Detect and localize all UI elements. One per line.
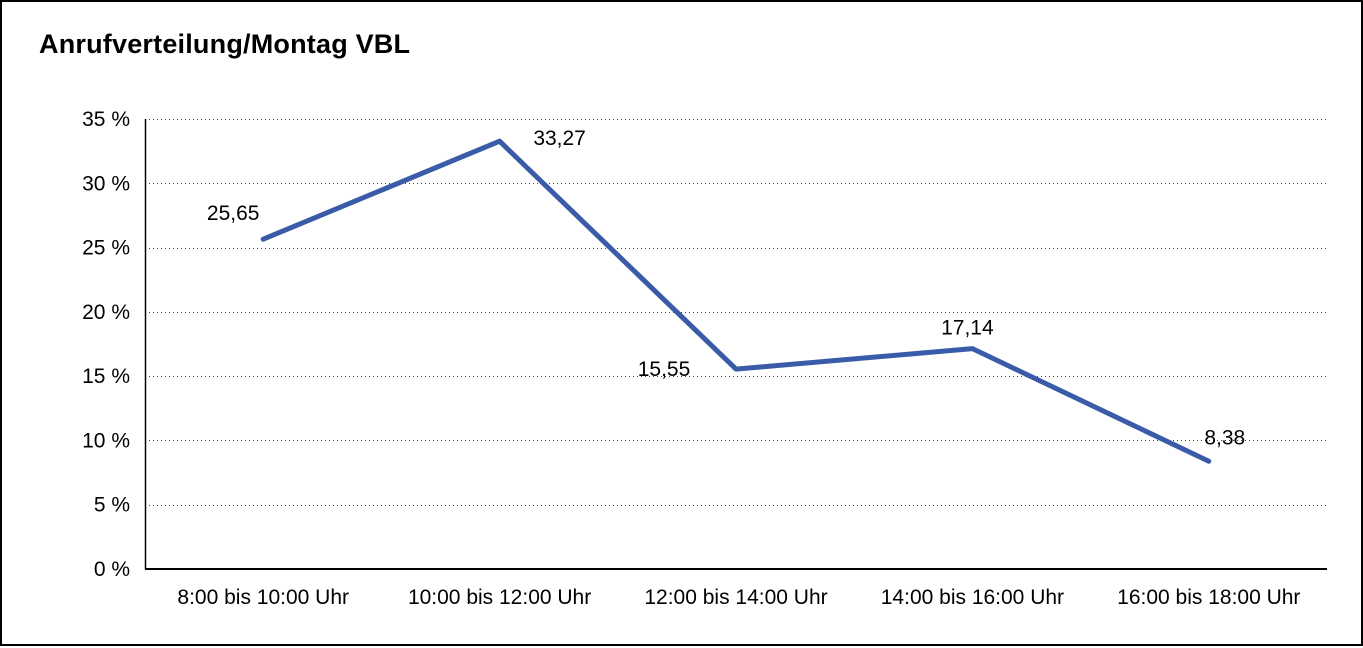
chart-title: Anrufverteilung/Montag VBL <box>39 29 411 59</box>
y-axis-tick-label: 35 % <box>82 108 130 131</box>
x-axis-tick-label: 8:00 bis 10:00 Uhr <box>177 586 349 609</box>
y-axis-tick-label: 25 % <box>82 237 130 260</box>
x-axis-tick-label: 14:00 bis 16:00 Uhr <box>881 586 1064 609</box>
y-axis-tick-label: 20 % <box>82 301 130 324</box>
y-axis-tick-label: 5 % <box>94 494 130 517</box>
data-point-label: 17,14 <box>941 317 994 340</box>
x-axis-tick-label: 16:00 bis 18:00 Uhr <box>1117 586 1300 609</box>
data-point-label: 8,38 <box>1204 426 1245 449</box>
y-axis-tick-label: 10 % <box>82 429 130 452</box>
series-line <box>260 138 1212 464</box>
x-axis-tick-label: 12:00 bis 14:00 Uhr <box>644 586 827 609</box>
y-axis-tick-label: 30 % <box>82 172 130 195</box>
data-point-label: 25,65 <box>207 202 260 225</box>
x-axis-tick-label: 10:00 bis 12:00 Uhr <box>408 586 591 609</box>
data-point-label: 15,55 <box>638 358 691 381</box>
y-axis-tick-label: 0 % <box>94 558 130 581</box>
y-axis-tick-label: 15 % <box>82 365 130 388</box>
data-point-label: 33,27 <box>533 127 586 150</box>
